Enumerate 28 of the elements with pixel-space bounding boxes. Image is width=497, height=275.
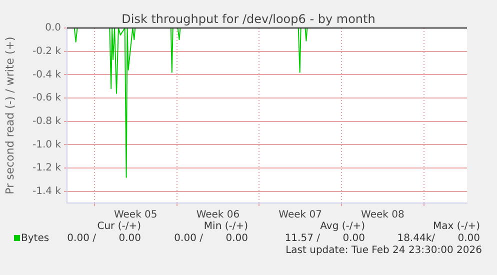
- text: Last update: Tue Feb 24 23:30:00 2026: [286, 245, 482, 256]
- y-tick-label: -0.4 k: [32, 69, 62, 80]
- y-tick-label: -1.4 k: [32, 186, 62, 197]
- text: 0.00: [458, 233, 480, 244]
- text: 0.00 /: [67, 233, 96, 244]
- x-tick-label: Week 07: [278, 210, 322, 221]
- x-tick-label: Week 05: [114, 210, 158, 221]
- x-tick-label: Week 06: [196, 210, 240, 221]
- chart-title: Disk throughput for /dev/loop6 - by month: [122, 12, 376, 26]
- text: Avg (-/+): [320, 221, 365, 232]
- y-tick-label: -0.8 k: [32, 116, 62, 127]
- text: 11.57 /: [284, 233, 320, 244]
- text: 0.00: [342, 233, 365, 244]
- x-tick-label: Week 08: [361, 210, 404, 221]
- y-tick-label: -0.6 k: [32, 92, 62, 104]
- text: 0.00: [226, 233, 248, 244]
- y-axis-title: Pr second read (-) / write (+): [3, 36, 16, 194]
- y-tick-label: -0.2 k: [32, 46, 62, 57]
- text: Max (-/+): [432, 221, 480, 232]
- text: Min (-/+): [204, 221, 248, 232]
- text: 18.44k/: [397, 233, 435, 244]
- y-tick-label: -1.2 k: [32, 162, 62, 174]
- text: 0.00 /: [174, 233, 203, 244]
- text: 0.00: [118, 233, 141, 244]
- legend-label: Bytes: [20, 233, 50, 244]
- y-tick-label: -1.0 k: [32, 139, 62, 150]
- text: Cur (-/+): [97, 221, 141, 232]
- y-tick-label: 0.0: [45, 22, 61, 34]
